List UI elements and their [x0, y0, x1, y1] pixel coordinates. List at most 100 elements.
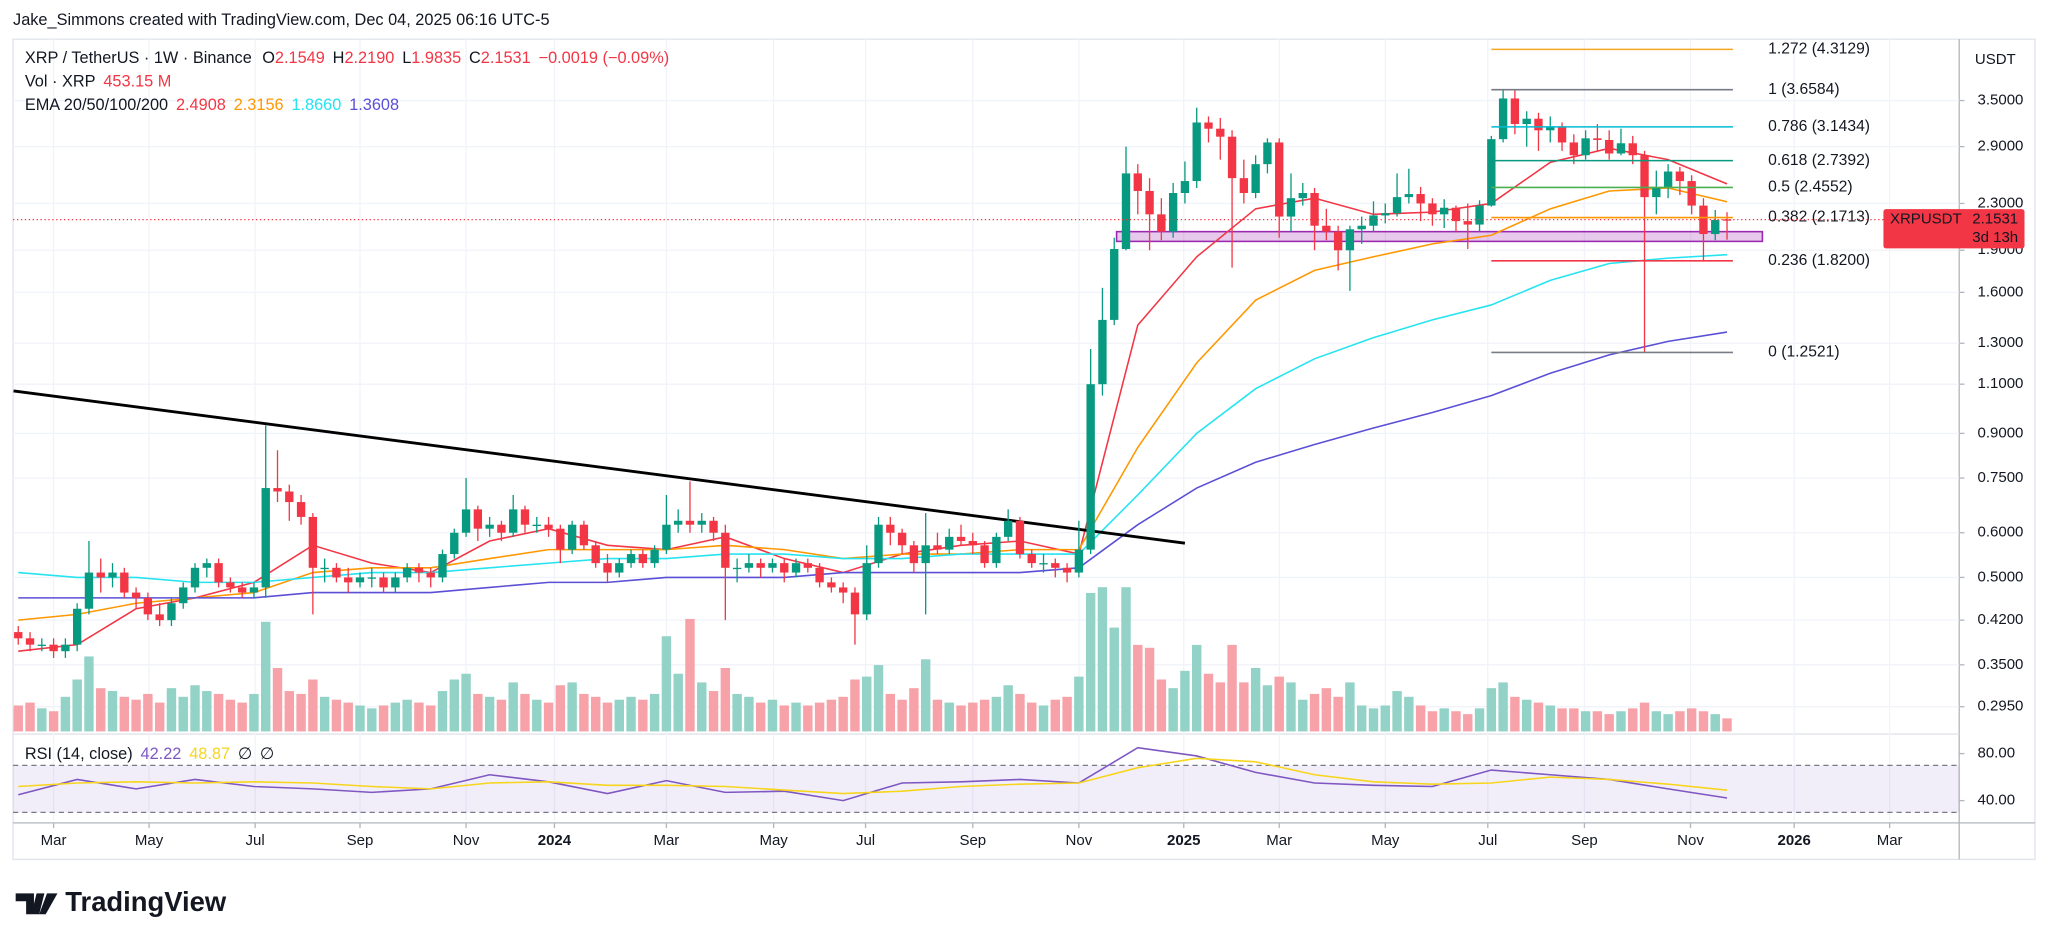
candle-body	[1216, 128, 1225, 137]
volume-bar	[1345, 682, 1355, 732]
candle-body	[520, 509, 530, 525]
volume-bar	[390, 702, 401, 732]
x-tick-label: 2025	[1167, 832, 1200, 849]
legend-item: O	[262, 49, 275, 67]
volume-bar	[1722, 718, 1732, 732]
candle-body	[1451, 207, 1461, 222]
ema-line	[18, 331, 1728, 599]
volume-bar	[1321, 688, 1332, 732]
volume-bar	[1003, 685, 1013, 732]
volume-bar	[1521, 699, 1532, 732]
volume-bar	[13, 705, 23, 732]
header: Jake_Simmons created with TradingView.co…	[13, 11, 549, 29]
candle-body	[933, 545, 942, 550]
legend-item: 2.3156	[234, 96, 284, 114]
candle-body	[1192, 122, 1201, 182]
candle-body	[886, 524, 895, 533]
volume-bar	[826, 699, 837, 732]
candle-body	[1263, 142, 1272, 165]
volume-bar	[791, 702, 801, 732]
candle-body	[1204, 122, 1213, 129]
candle-body	[1051, 563, 1060, 568]
candle-body	[391, 577, 400, 588]
volume-bar	[920, 659, 931, 732]
candle-body	[1392, 197, 1402, 214]
volume-bar	[673, 673, 683, 732]
volume-bar	[1675, 711, 1685, 732]
candle-body	[1463, 221, 1472, 225]
candle-body	[226, 582, 235, 588]
candle-body	[355, 577, 365, 583]
candle-body	[155, 614, 164, 621]
candle-body	[1168, 193, 1178, 232]
x-tick-label: Mar	[41, 832, 67, 849]
candle-body	[509, 509, 518, 533]
candle-body	[1604, 139, 1614, 154]
candle-body	[143, 597, 153, 615]
volume-bar	[862, 676, 872, 732]
legend-item: −0.0019 (−0.09%)	[539, 49, 670, 67]
candle-body	[768, 563, 777, 568]
volume-bar	[1474, 708, 1485, 732]
y-tick-label: 2.9000	[1977, 138, 2023, 155]
volume-bar	[296, 693, 306, 732]
candle-body	[803, 563, 812, 568]
candle-body	[1416, 194, 1425, 204]
candle-body	[473, 509, 483, 529]
volume-bar	[1510, 696, 1520, 732]
volume-bar	[143, 693, 153, 732]
volume-bar	[131, 699, 141, 732]
candle-body	[945, 536, 954, 550]
fib-label: 0.382 (2.1713)	[1768, 209, 1870, 226]
candle-body	[414, 567, 424, 573]
volume-bar	[355, 705, 365, 732]
candle-body	[732, 567, 742, 570]
volume-bar	[1333, 696, 1343, 732]
candle-body	[1310, 193, 1319, 226]
x-tick-label: Mar	[653, 832, 679, 849]
candle-body	[1498, 98, 1508, 140]
volume-bar	[1498, 682, 1508, 732]
volume-bar	[202, 691, 212, 732]
candle-body	[1298, 193, 1307, 199]
volume-bar	[1262, 685, 1273, 732]
candle-body	[402, 567, 412, 578]
candle-body	[791, 563, 801, 573]
candle-body	[379, 577, 388, 588]
candle-body	[1628, 143, 1637, 156]
candle-body	[426, 572, 435, 578]
candle-body	[438, 554, 447, 578]
candle-body	[84, 572, 94, 609]
fib-label: 1 (3.6584)	[1768, 81, 1839, 98]
candle-body	[1640, 155, 1649, 198]
ticker-label: XRPUSDT	[1890, 211, 1962, 228]
volume-bar	[1250, 667, 1261, 732]
volume-bar	[1486, 688, 1497, 732]
volume-bar	[755, 702, 766, 732]
candle-body	[909, 545, 919, 564]
candle-body	[626, 554, 636, 564]
candle-body	[497, 524, 506, 533]
volume-bar	[1192, 644, 1202, 732]
volume-bar	[107, 691, 118, 732]
y-tick-label: 3.5000	[1977, 92, 2023, 109]
volume-bar	[1050, 699, 1061, 732]
candle-body	[344, 577, 353, 583]
candle-body	[921, 545, 930, 564]
x-tick-label: Jul	[246, 832, 265, 849]
legend-item: 2.1531	[481, 49, 531, 67]
x-tick-label: Jul	[856, 832, 875, 849]
volume-bar	[1027, 702, 1037, 732]
candle-body	[1286, 198, 1296, 217]
legend-item: H	[333, 49, 345, 67]
candle-body	[108, 572, 117, 578]
candle-body	[591, 545, 600, 564]
y-tick-label: 0.2950	[1977, 698, 2023, 715]
candle-body	[1121, 173, 1131, 249]
volume-bar	[626, 696, 636, 732]
x-tick-label: May	[135, 832, 164, 849]
volume-bar	[1239, 682, 1249, 732]
candle-body	[1675, 171, 1685, 182]
candle-body	[579, 524, 589, 546]
